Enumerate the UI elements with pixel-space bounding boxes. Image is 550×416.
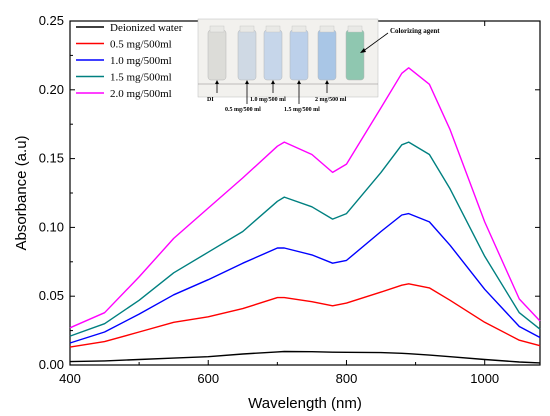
bottle <box>263 29 283 81</box>
legend-label: Deionized water <box>110 22 183 34</box>
series-lines <box>69 67 541 364</box>
x-tick-label: 400 <box>59 371 81 386</box>
inset-label: DI <box>207 97 214 103</box>
y-tick-label: 0.25 <box>39 13 64 28</box>
inset-labels: DI 0.5 mg/500 ml 1.0 mg/500 ml 1.5 mg/500 m… <box>207 97 347 113</box>
bottles <box>207 25 365 81</box>
inset-arrowhead <box>325 80 329 84</box>
bottle <box>237 29 257 81</box>
bottle <box>289 29 309 81</box>
inset-arrows <box>215 32 389 104</box>
inset-photo: DI 0.5 mg/500 ml 1.0 mg/500 ml 1.5 mg/500 m… <box>197 18 440 113</box>
inset-arrowhead <box>215 80 219 84</box>
series-line-2 <box>69 212 541 344</box>
series-line-3 <box>69 141 541 337</box>
legend-label: 1.0 mg/500ml <box>110 55 172 67</box>
legend: Deionized water 0.5 mg/500ml 1.0 mg/500ml 1… <box>76 22 183 100</box>
colorizing-arrowhead <box>360 48 366 53</box>
bottle-cap <box>239 25 255 33</box>
x-tick-label: 1000 <box>470 371 499 386</box>
series-line-4 <box>69 67 541 329</box>
y-axis: 0.00 0.05 0.10 0.15 0.20 0.25 <box>39 13 540 372</box>
bottle-cap <box>347 25 363 33</box>
inset-arrowhead <box>271 80 275 84</box>
x-axis-title: Wavelength (nm) <box>248 395 362 412</box>
y-tick-label: 0.20 <box>39 82 64 97</box>
legend-label: 0.5 mg/500ml <box>110 39 172 51</box>
y-tick-label: 0.10 <box>39 219 64 234</box>
colorizing-arrow <box>361 32 389 53</box>
inset-arrowhead <box>245 80 249 84</box>
inset-arrowhead <box>297 80 301 84</box>
bottle-cap <box>291 25 307 33</box>
y-tick-label: 0.05 <box>39 288 64 303</box>
bottle-cap <box>319 25 335 33</box>
bottle <box>345 29 365 81</box>
series-line-1 <box>69 283 541 348</box>
bottle <box>207 29 227 81</box>
inset-label: 2 mg/500 ml <box>315 97 347 103</box>
legend-label: 2.0 mg/500ml <box>110 88 172 100</box>
x-tick-label: 800 <box>336 371 358 386</box>
x-axis: 400 600 800 1000 <box>59 21 499 386</box>
inset-label: 0.5 mg/500 ml <box>225 107 261 113</box>
y-tick-label: 0.00 <box>39 357 64 372</box>
series-line-0 <box>69 350 541 364</box>
inset-label: 1.5 mg/500 ml <box>284 107 320 113</box>
bottle-cap <box>265 25 281 33</box>
y-axis-title: Absorbance (a.u) <box>13 135 30 250</box>
x-tick-label: 600 <box>197 371 219 386</box>
inset-label: 1.0 mg/500 ml <box>250 97 286 103</box>
bottle-cap <box>209 25 225 33</box>
colorizing-agent-label: Colorizing agent <box>390 27 440 35</box>
y-tick-label: 0.15 <box>39 151 64 166</box>
legend-label: 1.5 mg/500ml <box>110 72 172 84</box>
bottle <box>317 29 337 81</box>
